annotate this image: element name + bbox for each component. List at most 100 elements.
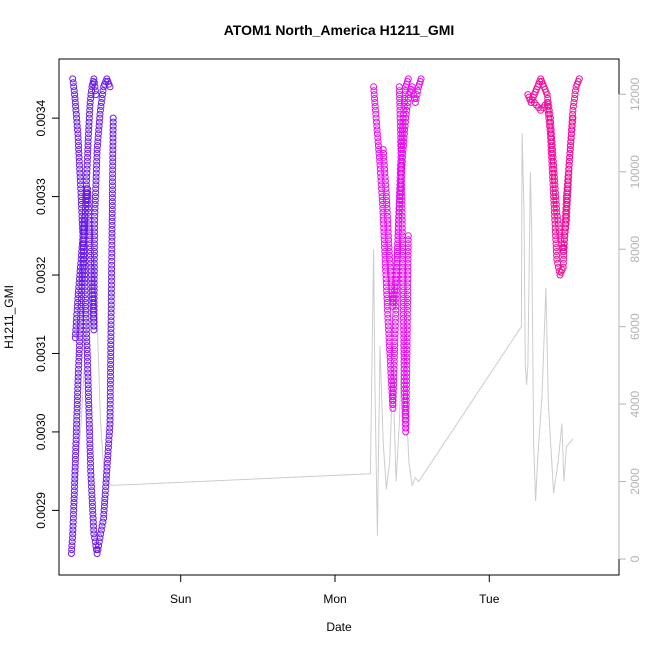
data-point <box>95 542 103 550</box>
data-point <box>77 185 85 193</box>
data-point <box>398 189 406 197</box>
data-point <box>107 325 115 333</box>
data-point <box>71 463 79 471</box>
data-point <box>568 122 576 130</box>
data-point <box>392 310 400 318</box>
data-point <box>398 216 406 224</box>
data-point <box>403 106 411 114</box>
data-point <box>91 200 99 208</box>
data-point <box>83 173 91 181</box>
data-point <box>394 244 401 252</box>
data-point <box>87 259 95 267</box>
data-point <box>100 502 108 510</box>
data-point <box>85 393 92 401</box>
data-point <box>101 499 109 506</box>
data-point <box>108 210 116 217</box>
data-point <box>73 310 81 318</box>
data-point <box>396 200 404 208</box>
data-point <box>87 255 95 263</box>
data-point <box>82 299 89 306</box>
data-point <box>387 361 394 369</box>
data-point <box>75 153 83 161</box>
data-point <box>91 224 98 232</box>
data-point <box>392 275 400 283</box>
data-point <box>551 220 559 228</box>
data-point <box>551 224 559 232</box>
data-point <box>90 306 98 314</box>
data-point <box>86 424 93 432</box>
data-point <box>69 534 76 542</box>
data-point <box>91 208 99 216</box>
data-point <box>98 522 106 530</box>
data-point <box>107 333 115 341</box>
data-point <box>398 212 406 220</box>
data-point <box>108 225 116 233</box>
data-point <box>378 185 385 193</box>
data-point <box>552 240 560 248</box>
data-point <box>75 353 83 361</box>
data-point <box>91 204 99 212</box>
data-point <box>374 142 382 150</box>
data-point <box>398 220 406 228</box>
data-point <box>71 467 79 475</box>
data-point <box>382 275 390 283</box>
data-point <box>378 189 386 197</box>
data-point <box>69 75 77 83</box>
data-point <box>85 416 93 424</box>
data-point <box>108 245 116 253</box>
data-point <box>403 365 411 373</box>
data-point <box>382 189 390 197</box>
data-point <box>411 99 419 106</box>
data-point <box>552 193 560 201</box>
data-point <box>90 295 98 303</box>
data-point <box>380 240 388 248</box>
data-point <box>549 181 557 189</box>
data-point <box>382 283 390 291</box>
data-point <box>404 299 412 306</box>
data-point <box>91 538 99 546</box>
data-point <box>561 224 569 232</box>
data-point <box>75 346 83 354</box>
data-point <box>107 337 115 345</box>
data-point <box>96 534 104 542</box>
data-point <box>381 173 389 181</box>
data-point <box>72 444 80 452</box>
data-point <box>381 255 389 263</box>
data-point <box>570 99 578 106</box>
data-point <box>404 232 412 240</box>
data-point <box>384 310 392 318</box>
data-point <box>83 353 91 361</box>
data-point <box>544 110 552 118</box>
data-point <box>76 173 84 181</box>
data-point <box>89 506 97 514</box>
data-point <box>88 483 95 491</box>
data-point <box>91 236 98 244</box>
data-point <box>384 232 392 240</box>
data-point <box>377 169 384 177</box>
data-point <box>383 200 391 208</box>
data-point <box>561 232 569 240</box>
data-point <box>385 248 393 255</box>
data-point <box>98 95 106 102</box>
data-point <box>90 279 98 287</box>
data-point <box>399 306 407 314</box>
data-point <box>569 118 576 126</box>
data-point <box>399 263 407 271</box>
data-point <box>90 526 98 534</box>
data-point <box>82 306 90 314</box>
data-point <box>393 248 401 255</box>
data-point <box>87 459 94 467</box>
data-point <box>83 346 91 354</box>
data-point <box>549 173 557 181</box>
data-point <box>387 275 395 283</box>
data-point <box>403 357 411 365</box>
data-point <box>74 291 82 299</box>
data-point <box>109 154 117 162</box>
data-point <box>380 224 388 232</box>
data-point <box>398 228 406 236</box>
data-point <box>108 257 116 265</box>
data-point <box>390 369 398 377</box>
data-point <box>399 310 407 318</box>
data-point <box>370 91 378 99</box>
data-point <box>390 365 398 373</box>
